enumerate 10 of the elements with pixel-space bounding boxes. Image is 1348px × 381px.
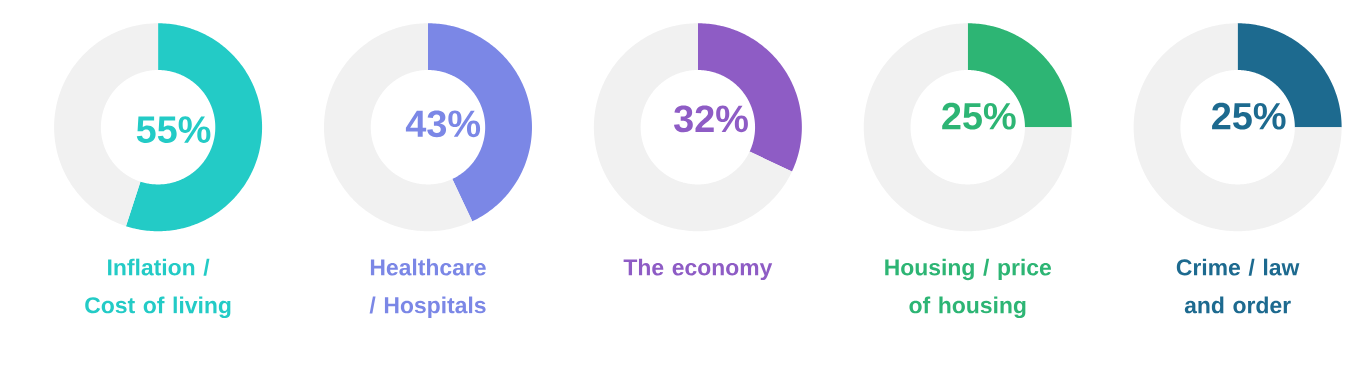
text: Crime / law and order [1176, 258, 1300, 314]
data-label: 25% [1212, 102, 1286, 130]
data-label: 32% [674, 105, 748, 133]
data-label: 43% [405, 110, 481, 138]
text: Healthcare / Hospitals [369, 258, 486, 318]
text: Inflation / Cost of living [85, 258, 231, 318]
data-label: 25% [942, 102, 1016, 130]
text: The economy [623, 258, 773, 281]
data-label: 55% [136, 116, 211, 144]
text: Housing / price of housing [885, 258, 1051, 318]
